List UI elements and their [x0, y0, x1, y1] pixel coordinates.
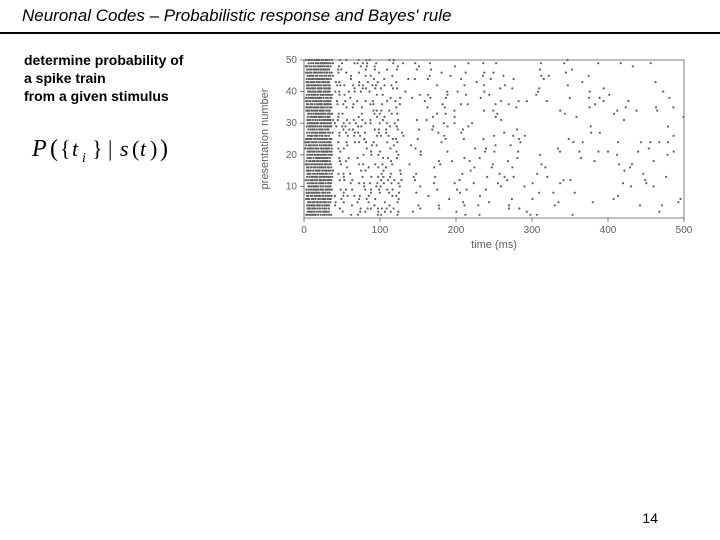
- formula: P ( { t i } | s ( t ) ): [30, 126, 246, 175]
- svg-text:300: 300: [524, 225, 541, 236]
- paragraph-line: determine probability of: [24, 52, 246, 70]
- svg-text:}: }: [92, 136, 103, 161]
- svg-text:50: 50: [286, 55, 298, 66]
- svg-text:): ): [150, 136, 157, 161]
- svg-text:(: (: [132, 136, 139, 161]
- svg-text:t: t: [140, 136, 147, 161]
- svg-text:s: s: [120, 136, 129, 161]
- svg-text:presentation number: presentation number: [259, 88, 271, 189]
- svg-text:400: 400: [600, 225, 617, 236]
- svg-text:200: 200: [448, 225, 465, 236]
- svg-text:0: 0: [301, 225, 307, 236]
- page-number: 14: [642, 510, 658, 526]
- svg-text:|: |: [108, 136, 112, 161]
- svg-text:500: 500: [676, 225, 693, 236]
- paragraph-line: a spike train: [24, 70, 246, 88]
- svg-text:i: i: [82, 151, 86, 166]
- paragraph-line: from a given stimulus: [24, 88, 246, 106]
- svg-text:20: 20: [286, 150, 298, 161]
- svg-text:): ): [160, 136, 168, 162]
- svg-text:40: 40: [286, 87, 298, 98]
- svg-text:t: t: [72, 136, 79, 161]
- svg-text:P: P: [31, 136, 47, 162]
- svg-text:{: {: [60, 136, 71, 161]
- page-title: Neuronal Codes – Probabilistic response …: [22, 6, 720, 26]
- svg-text:30: 30: [286, 118, 298, 129]
- svg-text:100: 100: [372, 225, 389, 236]
- svg-text:(: (: [50, 136, 58, 162]
- raster-chart: 0 100 200 300 400 500 10 20 30 40 50 time (ms) prese…: [254, 52, 694, 252]
- svg-text:10: 10: [286, 181, 298, 192]
- svg-text:time (ms): time (ms): [471, 239, 517, 251]
